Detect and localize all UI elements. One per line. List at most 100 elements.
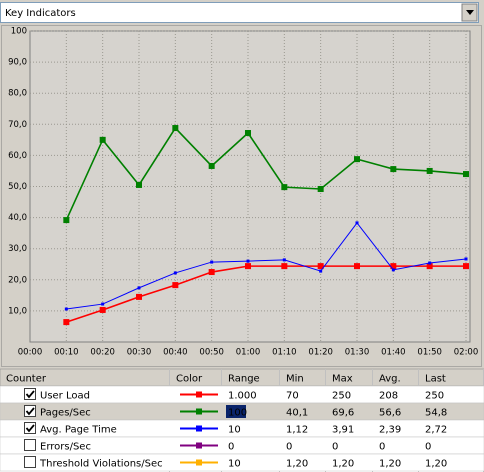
data-point xyxy=(281,263,288,270)
cell-min: 1,12 xyxy=(286,425,308,436)
checkbox[interactable] xyxy=(24,422,36,434)
cell-last: 54,8 xyxy=(425,408,447,419)
data-point xyxy=(317,185,324,192)
cell-min: 0 xyxy=(286,442,292,453)
series-line xyxy=(66,222,467,310)
check-mark xyxy=(25,424,35,433)
data-point xyxy=(172,282,179,289)
x-tick-label: 01:30 xyxy=(345,348,370,358)
y-tick-label: 50,0 xyxy=(8,182,27,192)
check-mark xyxy=(25,390,35,399)
data-point xyxy=(208,269,215,276)
dropdown-arrow xyxy=(466,10,474,15)
data-point xyxy=(210,260,214,264)
dropdown[interactable] xyxy=(0,2,479,23)
table-row[interactable] xyxy=(0,453,484,472)
data-point xyxy=(355,221,359,225)
y-tick-label: 10,0 xyxy=(8,306,27,316)
counter-name: Pages/Sec xyxy=(40,408,91,419)
x-tick-label: 01:10 xyxy=(272,348,297,358)
data-point xyxy=(63,319,70,326)
range[interactable]: 1.000 xyxy=(228,391,257,402)
cell-last: 2,72 xyxy=(425,425,447,436)
y-tick-label: 80,0 xyxy=(8,89,27,99)
column-header: Last xyxy=(425,374,446,385)
data-point xyxy=(319,269,323,273)
data-point xyxy=(390,263,397,270)
x-tick-label: 01:50 xyxy=(417,348,442,358)
x-tick-label: 00:50 xyxy=(199,348,224,358)
data-point xyxy=(354,156,360,163)
data-point xyxy=(137,286,141,290)
check-mark xyxy=(25,407,35,416)
color-swatch-marker xyxy=(196,442,202,449)
cell-max: 250 xyxy=(332,391,351,402)
y-tick-label: 90,0 xyxy=(8,58,27,68)
data-point xyxy=(63,217,70,224)
cell-avg: 2,39 xyxy=(379,425,401,436)
range[interactable]: 10 xyxy=(228,459,241,470)
column-header: Counter xyxy=(6,374,47,385)
y-tick-label: 40,0 xyxy=(8,213,27,223)
y-tick-label: 20,0 xyxy=(8,275,27,285)
checkbox[interactable] xyxy=(24,405,36,417)
data-point xyxy=(173,271,177,275)
y-tick-label: 30,0 xyxy=(8,244,27,254)
cell-last: 0 xyxy=(425,442,431,453)
grid: 10,0 20,0 30,0 40,0 50,0 60,0 70,0 80,0 90,0 100 0… xyxy=(8,27,478,358)
data-point xyxy=(64,307,68,311)
data-point xyxy=(208,162,215,169)
data-point xyxy=(354,263,360,270)
color-swatch-marker xyxy=(196,459,202,466)
data-point xyxy=(463,263,469,270)
column-header: Avg. xyxy=(379,374,401,385)
color-swatch-marker xyxy=(196,391,202,398)
checkbox[interactable] xyxy=(24,439,36,451)
cell-min: 70 xyxy=(286,391,299,402)
counter-name: Avg. Page Time xyxy=(40,425,117,436)
checkbox[interactable] xyxy=(24,456,36,468)
cell-min: 1,20 xyxy=(286,459,308,470)
range[interactable]: 100 xyxy=(228,408,247,419)
counter-name: Errors/Sec xyxy=(40,442,91,453)
cell-last: 250 xyxy=(425,391,444,402)
data-point xyxy=(426,263,433,270)
x-tick-label: 00:40 xyxy=(163,348,188,358)
cell-avg: 1,20 xyxy=(379,459,401,470)
cell-max: 69,6 xyxy=(332,408,354,419)
range[interactable]: 0 xyxy=(228,442,234,453)
column-header: Color xyxy=(176,374,203,385)
y-tick-label: 100 xyxy=(11,27,27,37)
data-point xyxy=(281,184,288,191)
series-line xyxy=(66,265,466,323)
data-point xyxy=(101,302,105,306)
range[interactable]: 10 xyxy=(228,425,241,436)
x-tick-label: 00:20 xyxy=(90,348,115,358)
x-tick-label: 00:00 xyxy=(18,348,43,358)
data-point xyxy=(282,258,286,262)
data-point xyxy=(136,293,142,300)
data-point xyxy=(136,181,142,188)
column-header: Max xyxy=(332,374,353,385)
data-point xyxy=(246,259,250,263)
data-point xyxy=(426,167,433,174)
cell-max: 1,20 xyxy=(332,459,354,470)
counter-table: Counter Color Range Min Max Avg. Last User Load… xyxy=(0,368,484,472)
color-swatch-marker xyxy=(196,425,202,432)
cell-min: 40,1 xyxy=(286,408,308,419)
cell-avg: 0 xyxy=(379,442,385,453)
cell-max: 3,91 xyxy=(332,425,354,436)
range-selection xyxy=(226,405,246,418)
x-tick-label: 02:00 xyxy=(454,348,479,358)
data-point xyxy=(245,263,251,270)
data-point xyxy=(99,136,106,143)
y-tick-label: 70,0 xyxy=(8,120,27,130)
lines xyxy=(63,125,469,326)
data-point xyxy=(463,171,469,178)
y-tick-label: 60,0 xyxy=(8,151,27,161)
checkbox[interactable] xyxy=(24,388,36,400)
data-point xyxy=(391,268,395,272)
color-swatch-marker xyxy=(196,408,202,415)
